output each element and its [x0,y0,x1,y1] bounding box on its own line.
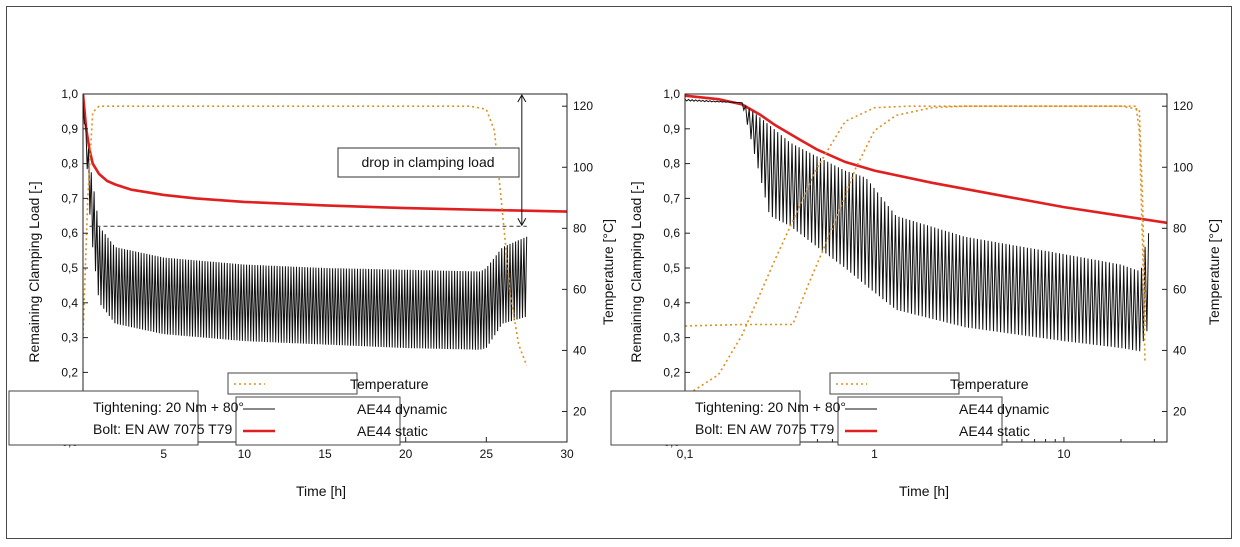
y2-tick-label: 40 [573,343,587,357]
y-tick-label: 0,9 [663,122,680,136]
legend-box-bottom [837,396,1003,446]
x-tick-label: 15 [318,447,332,461]
y-tick-label: 0,7 [61,191,78,205]
y-tick-label: 1,0 [663,87,680,101]
y-tick-label: 0,6 [663,226,680,240]
y-tick-label: 0,3 [663,331,680,345]
info-box [8,390,199,446]
y-tick-label: 0,2 [663,365,680,379]
info-line-2-left: Bolt: EN AW 7075 T79 [93,421,233,437]
drop-arrow-head-bottom [517,217,527,227]
y-tick-label: 0,4 [61,296,78,310]
figure-svg: 0,00,10,20,30,40,50,60,70,80,91,02040608… [8,87,1222,499]
x-tick-label: 25 [480,447,494,461]
y-tick-label: 0,8 [61,157,78,171]
y-tick-label: 0,7 [663,191,680,205]
y2-tick-label: 20 [573,404,587,418]
x-tick-label: 20 [399,447,413,461]
y-tick-label: 1,0 [61,87,78,101]
info-line-1-right: Tightening: 20 Nm + 80° [695,399,846,415]
y2-tick-label: 120 [1173,99,1193,113]
y2-tick-label: 40 [1173,343,1187,357]
y2-axis-label-right: Temperature [°C] [1206,219,1222,325]
annotation-text: drop in clamping load [361,154,494,170]
legend-dynamic-left: AE44 dynamic [357,401,447,417]
info-line-2-right: Bolt: EN AW 7075 T79 [695,421,835,437]
y2-tick-label: 100 [1173,160,1193,174]
drop-arrow-head-top [517,93,527,103]
legend-top-right: Temperature [950,376,1029,392]
y2-tick-label: 80 [573,221,587,235]
y-tick-label: 0,9 [61,122,78,136]
y2-tick-label: 60 [573,282,587,296]
x-tick-label: 0,1 [677,447,694,461]
y-axis-label-left: Remaining Clamping Load [-] [26,181,42,362]
x-tick-label: 1 [871,447,878,461]
y-axis-label-right: Remaining Clamping Load [-] [628,181,644,362]
y2-tick-label: 60 [1173,282,1187,296]
info-line-1-left: Tightening: 20 Nm + 80° [93,399,244,415]
series-temperature [83,105,528,366]
y2-tick-label: 80 [1173,221,1187,235]
y-tick-label: 0,4 [663,296,680,310]
legend-dynamic-right: AE44 dynamic [959,401,1049,417]
y-tick-label: 0,5 [61,261,78,275]
annotation-box [337,147,520,178]
y-tick-label: 0,6 [61,226,78,240]
y-tick-label: 0,2 [61,365,78,379]
series-group-left [83,94,567,366]
plot-area-left: 0,00,10,20,30,40,50,60,70,80,91,02040608… [8,87,593,461]
y-tick-label: 0,5 [663,261,680,275]
legend-top-left: Temperature [350,376,429,392]
y2-axis-label-left: Temperature [°C] [600,219,616,325]
y2-tick-label: 100 [573,160,593,174]
figure-frame: 0,00,10,20,30,40,50,60,70,80,91,02040608… [6,6,1232,539]
legend-static-left: AE44 static [357,423,428,439]
x-tick-label: 5 [160,447,167,461]
y2-tick-label: 20 [1173,404,1187,418]
y2-tick-label: 120 [573,99,593,113]
series-ae44-dynamic [83,100,528,350]
y-tick-label: 0,3 [61,331,78,345]
legend-static-right: AE44 static [959,423,1030,439]
x-axis-label-left: Time [h] [296,483,346,499]
plot-area-right: 0,00,10,20,30,40,50,60,70,80,91,02040608… [610,87,1193,461]
legend-box-top [829,372,960,395]
y-tick-label: 0,8 [663,157,680,171]
x-tick-label: 30 [560,447,574,461]
x-axis-label-right: Time [h] [899,483,949,499]
series-group-right [685,94,1167,397]
series-temperature [685,105,1146,397]
legend-box-top [227,372,358,395]
x-tick-label: 10 [238,447,252,461]
x-tick-label: 10 [1057,447,1071,461]
series-ae44-dynamic [685,98,1150,352]
legend-box-bottom [235,396,401,446]
info-box [610,390,801,446]
